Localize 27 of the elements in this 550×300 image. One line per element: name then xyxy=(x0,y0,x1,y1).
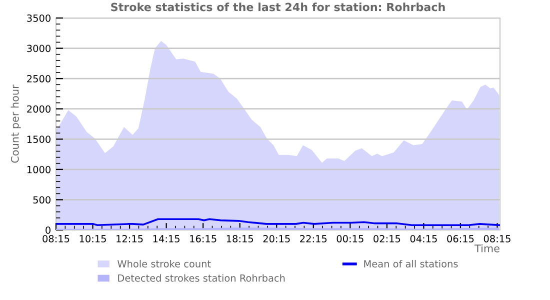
y-axis-title: Count per hour xyxy=(10,84,21,163)
x-tick-label: 04:15 xyxy=(410,235,437,242)
chart-title: Stroke statistics of the last 24h for station: Rohrbach xyxy=(111,2,445,12)
x-tick-label: 00:15 xyxy=(336,235,364,242)
legend-label: Detected strokes station Rohrbach xyxy=(118,274,285,282)
x-tick-label: 20:15 xyxy=(263,235,290,242)
y-tick-label: 2000 xyxy=(27,105,50,113)
y-tick-label: 1500 xyxy=(27,136,50,143)
x-tick-label: 08:15 xyxy=(42,235,70,242)
x-tick-label: 02:15 xyxy=(374,235,400,242)
y-tick-label: 2500 xyxy=(27,75,50,82)
y-tick-label: 0 xyxy=(46,226,50,234)
x-tick-label: 16:15 xyxy=(190,235,216,242)
y-tick-label: 3000 xyxy=(27,44,50,52)
y-tick-label: 500 xyxy=(33,196,50,204)
x-tick-label: 06:15 xyxy=(447,235,474,242)
x-tick-label: 08:15 xyxy=(484,235,510,242)
legend-label: Mean of all stations xyxy=(364,260,458,268)
x-tick-label: 10:15 xyxy=(80,235,106,242)
x-tick-label: 12:15 xyxy=(116,235,143,242)
y-tick-label: 1000 xyxy=(27,166,50,174)
x-tick-label: 14:15 xyxy=(153,235,180,242)
y-tick-label: 3500 xyxy=(27,14,50,22)
x-tick-label: 18:15 xyxy=(226,235,254,242)
legend-label: Whole stroke count xyxy=(118,260,211,268)
x-axis-title: Time xyxy=(474,244,500,252)
x-tick-label: 22:15 xyxy=(300,235,327,242)
